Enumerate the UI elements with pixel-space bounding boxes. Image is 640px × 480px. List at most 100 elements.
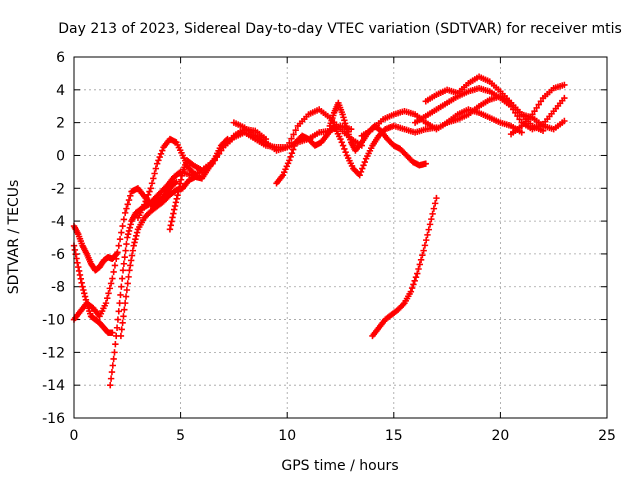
data-point xyxy=(120,313,127,320)
data-point xyxy=(167,222,174,229)
data-point xyxy=(126,224,134,231)
x-tick-label: 20 xyxy=(491,428,509,444)
data-point xyxy=(421,242,429,249)
data-point xyxy=(77,275,85,283)
data-point xyxy=(144,191,152,199)
data-point xyxy=(279,171,287,179)
data-point xyxy=(424,231,431,239)
data-point xyxy=(360,162,367,169)
data-point xyxy=(177,176,185,183)
data-point xyxy=(408,284,416,292)
data-point xyxy=(537,98,545,105)
data-point xyxy=(415,265,422,273)
data-point xyxy=(119,222,126,230)
data-point xyxy=(123,286,131,294)
data-point xyxy=(339,142,347,149)
data-point xyxy=(338,139,345,146)
series-arc-5 xyxy=(117,135,231,340)
data-point xyxy=(290,131,297,138)
data-point xyxy=(341,145,348,153)
data-point xyxy=(118,229,125,236)
data-point xyxy=(147,185,154,192)
y-axis-label: SDTVAR / TECUs xyxy=(6,180,22,295)
data-point xyxy=(76,271,84,279)
data-point xyxy=(111,262,119,269)
data-point xyxy=(111,349,118,356)
data-point xyxy=(412,274,420,281)
data-point xyxy=(78,279,85,286)
y-tick-label: 4 xyxy=(56,83,65,99)
data-point xyxy=(171,206,178,213)
data-point xyxy=(561,117,568,125)
data-point xyxy=(120,260,128,267)
data-point xyxy=(159,147,166,154)
data-point xyxy=(124,231,132,238)
data-point xyxy=(127,221,134,228)
data-point xyxy=(173,195,180,202)
data-point xyxy=(141,201,148,208)
data-point xyxy=(107,280,115,287)
data-point xyxy=(74,259,81,266)
y-tick-label: -12 xyxy=(42,345,65,361)
data-point xyxy=(131,239,138,246)
data-point xyxy=(110,355,117,363)
data-point xyxy=(104,295,111,302)
data-point xyxy=(518,129,525,136)
data-point xyxy=(416,261,424,268)
data-point xyxy=(109,275,116,282)
x-tick-label: 15 xyxy=(385,428,403,444)
data-point xyxy=(411,277,418,285)
data-point xyxy=(125,227,133,235)
data-point xyxy=(284,144,291,151)
data-point xyxy=(342,123,350,130)
data-point xyxy=(118,275,126,282)
data-point xyxy=(133,229,141,236)
data-point xyxy=(102,299,110,307)
data-point xyxy=(81,290,88,297)
data-point xyxy=(153,160,161,167)
x-axis-label: GPS time / hours xyxy=(281,458,398,474)
data-point xyxy=(535,101,542,108)
data-point xyxy=(561,81,568,89)
series-arc-15 xyxy=(443,93,568,133)
y-tick-label: -2 xyxy=(51,181,65,197)
data-point xyxy=(114,249,121,256)
data-point xyxy=(168,218,175,225)
data-point xyxy=(124,234,131,241)
data-point xyxy=(105,290,112,297)
data-point xyxy=(407,288,415,295)
data-point xyxy=(118,326,125,333)
data-point xyxy=(107,381,114,389)
data-point xyxy=(152,165,160,172)
data-point xyxy=(129,247,137,254)
x-tick-label: 5 xyxy=(176,428,185,444)
data-point xyxy=(156,153,163,161)
x-tick-label: 0 xyxy=(70,428,79,444)
data-point xyxy=(79,283,86,290)
data-point xyxy=(191,170,198,178)
data-point xyxy=(117,291,124,299)
data-point xyxy=(118,283,125,290)
data-point xyxy=(428,215,435,223)
y-tick-label: -16 xyxy=(42,411,65,427)
data-point xyxy=(75,263,82,271)
data-point xyxy=(423,236,430,244)
data-point xyxy=(426,221,434,228)
data-point xyxy=(429,210,436,218)
data-point xyxy=(414,270,421,277)
data-point xyxy=(422,160,429,167)
data-point xyxy=(283,163,290,170)
data-point xyxy=(106,285,114,292)
data-point xyxy=(529,111,536,118)
y-tick-label: 2 xyxy=(56,116,65,132)
y-tick-label: -8 xyxy=(51,280,65,296)
data-point xyxy=(126,267,133,274)
data-point xyxy=(169,214,176,221)
data-point xyxy=(150,175,157,182)
data-point xyxy=(143,194,151,202)
data-point xyxy=(176,184,183,191)
data-point xyxy=(115,308,122,315)
data-point xyxy=(514,112,521,120)
